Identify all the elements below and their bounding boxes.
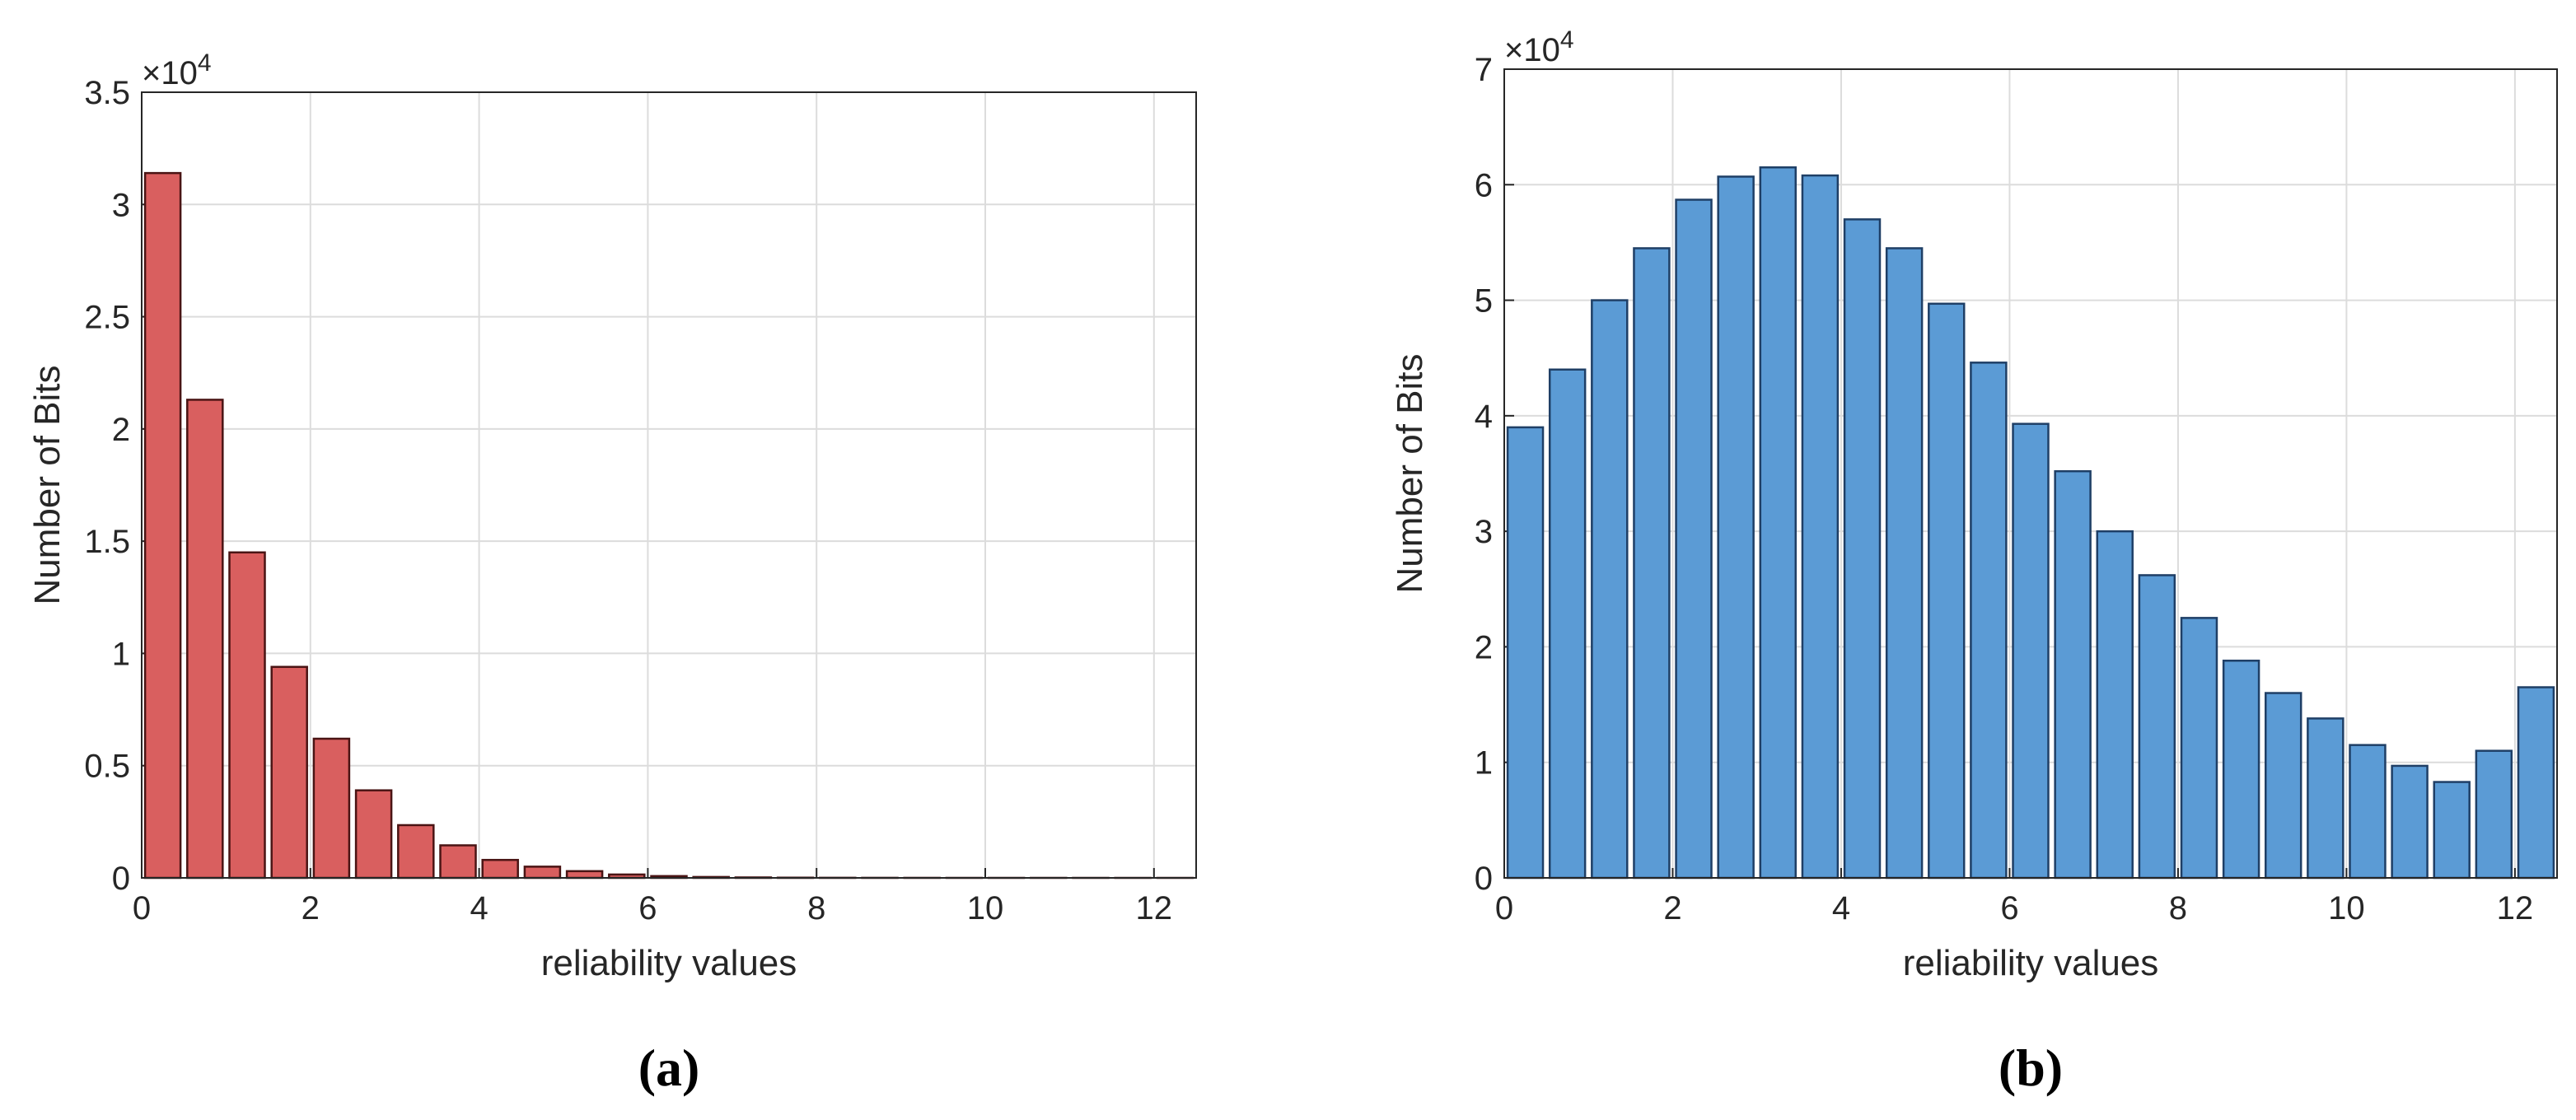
bar — [2475, 749, 2513, 880]
x-tick-label: 4 — [470, 890, 488, 926]
x-tick-label: 10 — [967, 890, 1004, 926]
y-tick-label: 7 — [1475, 52, 1493, 88]
y-exponent: ×104 — [1504, 26, 1574, 68]
y-tick-label: 0 — [112, 861, 130, 897]
y-tick-label: 3.5 — [84, 75, 130, 111]
bar — [354, 789, 393, 880]
bar — [2096, 530, 2134, 880]
bar — [1843, 218, 1882, 880]
axes-frame — [1503, 68, 2558, 879]
bar — [1717, 175, 1755, 880]
bar — [2264, 692, 2303, 880]
exponent-power: 4 — [1560, 26, 1574, 54]
y-tick-label: 1 — [1475, 745, 1493, 782]
bar — [397, 824, 435, 880]
y-axis-label: Number of Bits — [27, 366, 68, 605]
x-tick-label: 2 — [1663, 890, 1681, 926]
y-tick-label: 4 — [1475, 399, 1493, 435]
axes-frame — [141, 91, 1197, 879]
y-tick-label: 6 — [1475, 167, 1493, 203]
bar — [1548, 368, 1587, 880]
y-tick-label: 1 — [112, 636, 130, 672]
bar — [186, 399, 224, 880]
bar — [1675, 198, 1713, 880]
y-axis-label: Number of Bits — [1390, 354, 1430, 594]
exponent-base: ×10 — [1504, 32, 1560, 68]
x-tick-label: 0 — [1495, 890, 1513, 926]
bar — [312, 737, 351, 880]
bar — [2012, 422, 2050, 880]
y-tick-label: 0 — [1475, 861, 1493, 897]
bar — [2349, 744, 2387, 880]
bar — [1506, 426, 1545, 880]
bar — [1759, 166, 1798, 880]
bar — [1801, 174, 1840, 880]
bar — [2433, 781, 2471, 880]
x-tick-label: 8 — [807, 890, 825, 926]
x-tick-label: 6 — [638, 890, 657, 926]
chart: 00.511.522.533.50 2 4 6 8 10 12×104reliability… — [27, 49, 1197, 1097]
bar — [481, 858, 519, 880]
bar — [143, 171, 182, 880]
bar — [1633, 247, 1671, 880]
bar — [523, 866, 562, 880]
x-tick-label: 4 — [1832, 890, 1850, 926]
y-tick-label: 2 — [1475, 629, 1493, 665]
x-tick-label: 12 — [2497, 890, 2534, 926]
bar — [1885, 247, 1924, 880]
y-tick-label: 2.5 — [84, 300, 130, 336]
exponent-power: 4 — [198, 49, 212, 77]
bar — [1591, 299, 1629, 880]
bar — [2517, 686, 2555, 880]
y-tick-label: 2 — [112, 412, 130, 448]
x-tick-label: 0 — [133, 890, 151, 926]
x-axis-label: reliability values — [1903, 943, 2159, 983]
x-tick-label: 12 — [1136, 890, 1173, 926]
bar — [2054, 469, 2092, 880]
bar — [228, 551, 266, 880]
bar — [1928, 302, 1966, 880]
y-tick-label: 3 — [112, 187, 130, 223]
caption: (a) — [638, 1038, 700, 1097]
x-tick-label: 8 — [2169, 890, 2187, 926]
bar — [2180, 617, 2218, 880]
x-tick-label: 10 — [2328, 890, 2365, 926]
x-tick-label: 6 — [2000, 890, 2018, 926]
bar — [1970, 362, 2008, 880]
caption: (b) — [1999, 1038, 2063, 1097]
bar — [270, 665, 308, 880]
bar — [2391, 764, 2429, 880]
x-tick-label: 2 — [302, 890, 320, 926]
y-exponent: ×104 — [142, 49, 212, 91]
bar — [2222, 660, 2260, 880]
bar — [565, 870, 604, 880]
y-tick-label: 1.5 — [84, 524, 130, 560]
y-tick-label: 3 — [1475, 514, 1493, 550]
y-tick-label: 5 — [1475, 283, 1493, 320]
exponent-base: ×10 — [142, 55, 198, 91]
y-tick-label: 0.5 — [84, 749, 130, 785]
bar — [439, 844, 477, 880]
x-axis-label: reliability values — [541, 943, 797, 983]
bar — [2307, 717, 2345, 880]
bar — [2138, 574, 2176, 880]
